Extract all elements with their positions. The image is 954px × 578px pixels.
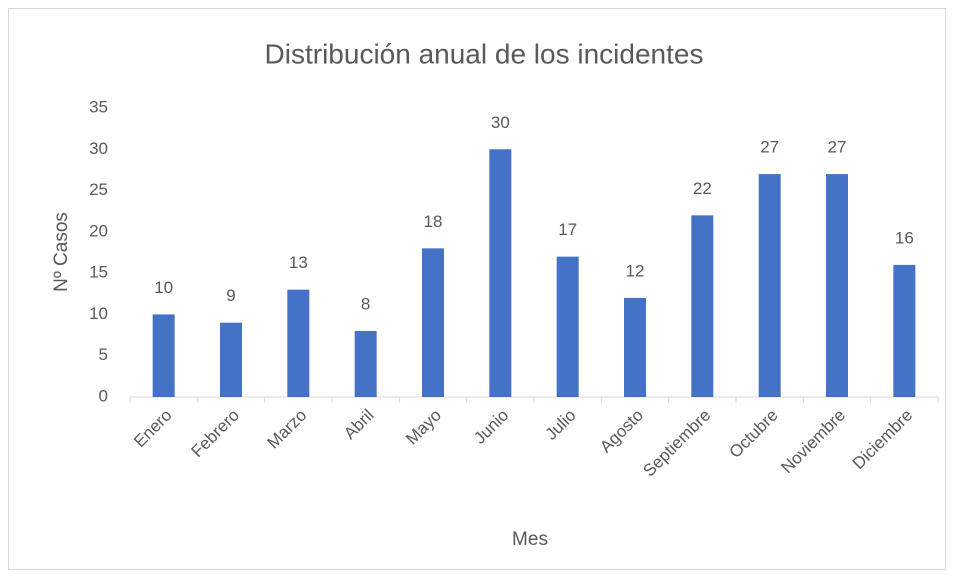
bar — [826, 174, 848, 397]
bar — [758, 174, 781, 397]
data-label: 13 — [289, 253, 308, 272]
data-label: 10 — [154, 278, 173, 297]
y-tick-label: 35 — [89, 97, 108, 116]
data-label: 27 — [760, 138, 779, 157]
bar — [220, 322, 242, 397]
data-label: 17 — [558, 220, 577, 239]
bar — [354, 330, 377, 397]
y-tick-label: 5 — [99, 345, 108, 364]
x-axis-label: Mes — [512, 529, 548, 550]
bar — [556, 256, 579, 397]
y-tick-label: 15 — [89, 263, 108, 282]
data-label: 12 — [626, 261, 645, 280]
bar — [691, 215, 714, 397]
data-label: 16 — [895, 228, 914, 247]
bar — [893, 264, 916, 397]
y-axis-label: Nº Casos — [51, 212, 72, 292]
y-tick-label: 25 — [89, 180, 108, 199]
bar — [422, 248, 444, 397]
data-label: 18 — [424, 212, 443, 231]
bar — [489, 149, 512, 397]
data-label: 22 — [693, 179, 712, 198]
y-tick-label: 0 — [99, 386, 108, 405]
bar — [152, 314, 175, 397]
chart-title: Distribución anual de los incidentes — [265, 38, 704, 69]
data-label: 30 — [491, 113, 510, 132]
y-tick-label: 20 — [89, 221, 108, 240]
y-tick-label: 10 — [89, 304, 108, 323]
chart-border — [8, 8, 946, 570]
y-tick-label: 30 — [89, 139, 108, 158]
bar — [624, 297, 646, 397]
data-label: 27 — [828, 138, 847, 157]
data-label: 9 — [226, 286, 235, 305]
data-label: 8 — [361, 294, 370, 313]
bar — [287, 289, 310, 397]
